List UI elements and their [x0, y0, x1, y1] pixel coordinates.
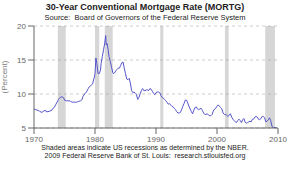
html-text:Source: Board of Governors of: Source: Board of Governors of the Federa…: [44, 12, 246, 22]
svg-text:(Percent): (Percent): [8, 60, 9, 93]
svg-text:2000: 2000: [208, 134, 226, 143]
svg-text:15: 15: [17, 56, 26, 65]
html-text:2009 Federal Reserve Bank of S: 2009 Federal Reserve Bank of St. Louis: …: [44, 152, 246, 160]
html-text:30-Year Conventional Mortgage: 30-Year Conventional Mortgage Rate (MORT…: [45, 2, 245, 12]
svg-text:10: 10: [17, 90, 26, 99]
html-text:Shaded areas indicate US reces: Shaded areas indicate US recessions as d…: [41, 143, 249, 151]
svg-text:1990: 1990: [147, 134, 165, 143]
svg-text:1980: 1980: [86, 134, 104, 143]
svg-text:5: 5: [22, 124, 27, 133]
svg-text:2010: 2010: [269, 134, 282, 143]
svg-text:1970: 1970: [25, 134, 43, 143]
svg-text:20: 20: [17, 22, 26, 31]
